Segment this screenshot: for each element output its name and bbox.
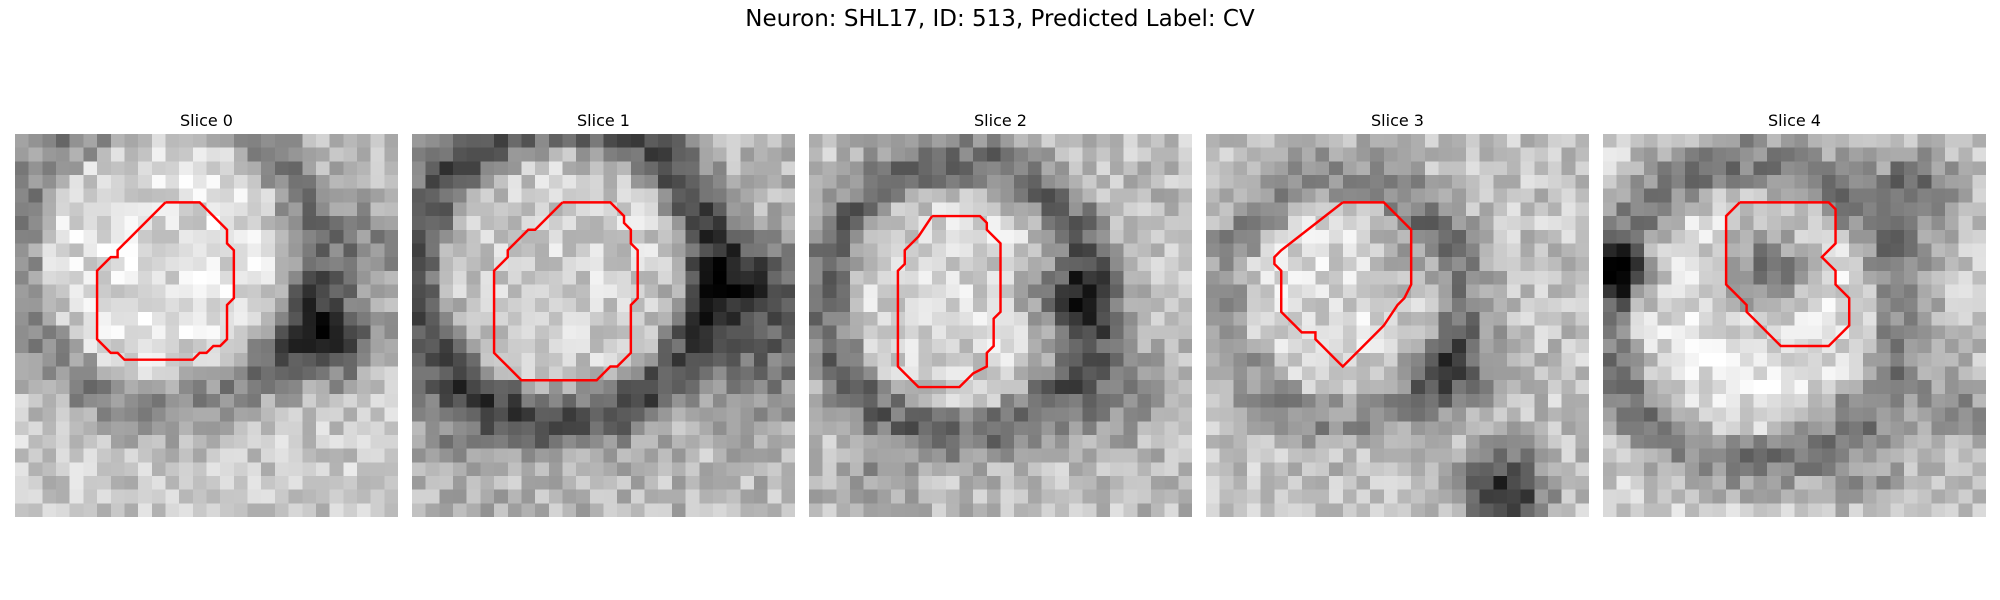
slice-canvas [412,134,795,517]
slice-title: Slice 2 [974,111,1027,130]
slice-panel-1: Slice 1 [412,110,795,517]
segmentation-contour [896,214,1002,389]
slice-title: Slice 3 [1371,111,1424,130]
segmentation-contour [492,201,639,382]
slice-image [1206,134,1589,517]
slice-image [412,134,795,517]
slice-title: Slice 4 [1768,111,1821,130]
slice-panel-2: Slice 2 [809,110,1192,517]
slice-panel-3: Slice 3 [1206,110,1589,517]
slice-panel-0: Slice 0 [15,110,398,517]
figure-title: Neuron: SHL17, ID: 513, Predicted Label:… [745,6,1255,32]
slice-panel-4: Slice 4 [1603,110,1986,517]
slice-title: Slice 0 [180,111,233,130]
slice-canvas [1603,134,1986,517]
slice-image [809,134,1192,517]
segmentation-contour [95,201,236,361]
slice-canvas [809,134,1192,517]
segmentation-contour [1724,201,1851,348]
slice-image [15,134,398,517]
slice-canvas [1206,134,1589,517]
slice-canvas [15,134,398,517]
slice-title: Slice 1 [577,111,630,130]
segmentation-contour [1273,201,1413,369]
slice-image [1603,134,1986,517]
